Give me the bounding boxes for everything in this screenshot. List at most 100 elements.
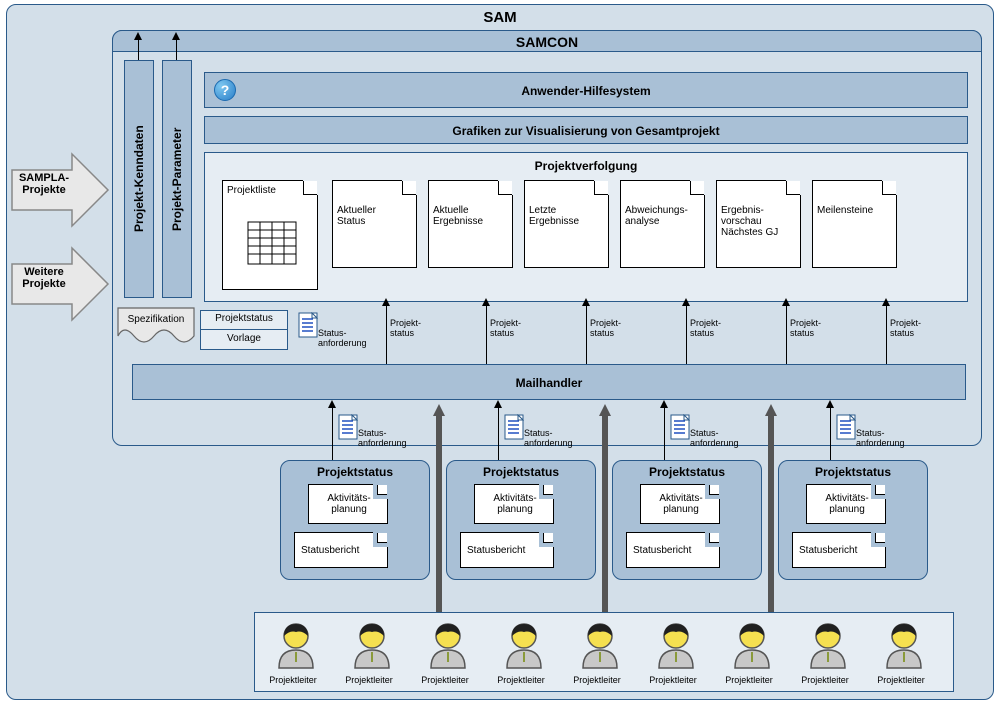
person-projektleiter: Projektleiter [342,618,402,685]
arrow-kenndaten-head [134,32,142,40]
grafiken-label: Grafiken zur Visualisierung von Gesamtpr… [205,117,967,145]
person-projektleiter: Projektleiter [874,618,934,685]
status-anf-4: Status- anforderung [856,428,912,448]
ps3-doc-akt: Aktivitäts- planung [640,484,720,524]
up-arrow-6 [886,302,887,364]
up-arrow-3 [586,302,587,364]
person-icon [877,618,931,670]
status-anf-1: Status- anforderung [358,428,414,448]
doc-aktueller-status-label: Aktueller Status [337,205,407,227]
status-doc-icon-4 [836,414,856,440]
arrow-parameter-head [172,32,180,40]
doc-letzte-ergebnisse: Letzte Ergebnisse [524,180,609,268]
person-icon [801,618,855,670]
status-doc-icon-3 [670,414,690,440]
person-projektleiter: Projektleiter [494,618,554,685]
up-arrow-3-head [582,298,590,306]
person-projektleiter: Projektleiter [570,618,630,685]
ps3-akt-label: Aktivitäts- planung [647,493,715,515]
ps2-akt-label: Aktivitäts- planung [481,493,549,515]
person-label: Projektleiter [418,675,472,685]
projektstatus-label-small: Projektstatus [200,313,288,324]
ps1-stat-label: Statusbericht [301,545,377,556]
status-anforderung-top-label: Status- anforderung [318,328,378,348]
up-arrow-4 [686,302,687,364]
help-band: Anwender-Hilfesystem [204,72,968,108]
mailhandler-band: Mailhandler [132,364,966,400]
thick-arrow-3-head [765,404,777,416]
help-icon: ? [214,79,236,101]
sam-title: SAM [7,9,993,26]
thick-arrow-2 [602,414,608,618]
up-arrow-4-head [682,298,690,306]
doc-aktuelle-ergebnisse: Aktuelle Ergebnisse [428,180,513,268]
ps1-doc-akt: Aktivitäts- planung [308,484,388,524]
ps-up-4 [830,404,831,462]
person-icon [269,618,323,670]
input-label-weitere: Weitere Projekte [14,266,74,290]
samcon-title-band: SAMCON [112,30,982,52]
divider [200,329,288,330]
ps4-doc-akt: Aktivitäts- planung [806,484,886,524]
up-arrow-2 [486,302,487,364]
up-arrow-3-label: Projekt- status [590,318,634,338]
person-icon [725,618,779,670]
grafiken-band: Grafiken zur Visualisierung von Gesamtpr… [204,116,968,144]
person-projektleiter: Projektleiter [266,618,326,685]
projekt-parameter-box: Projekt-Parameter [162,60,192,298]
projektstatus-box-3-title: Projektstatus [613,465,761,479]
doc-meilensteine-label: Meilensteine [817,205,895,216]
doc-letzte-ergebnisse-label: Letzte Ergebnisse [529,205,599,227]
up-arrow-2-head [482,298,490,306]
up-arrow-6-head [882,298,890,306]
ps4-stat-label: Statusbericht [799,545,875,556]
ps3-doc-stat: Statusbericht [626,532,720,568]
doc-projektliste: Projektliste [222,180,318,290]
person-projektleiter: Projektleiter [722,618,782,685]
person-label: Projektleiter [342,675,396,685]
doc-meilensteine: Meilensteine [812,180,897,268]
help-label: Anwender-Hilfesystem [205,73,967,109]
ps-up-1 [332,404,333,462]
vorlage-label: Vorlage [200,333,288,344]
person-label: Projektleiter [722,675,776,685]
doc-abweichung: Abweichungs- analyse [620,180,705,268]
projekt-kenndaten-label: Projekt-Kenndaten [125,61,153,297]
ps4-doc-stat: Statusbericht [792,532,886,568]
ps4-akt-label: Aktivitäts- planung [813,493,881,515]
doc-ergebnis-vorschau-label: Ergebnis- vorschau Nächstes GJ [721,205,799,238]
thick-arrow-2-head [599,404,611,416]
ps2-stat-label: Statusbericht [467,545,543,556]
thick-arrow-1 [436,414,442,618]
thick-arrow-1-head [433,404,445,416]
person-projektleiter: Projektleiter [798,618,858,685]
arrow-kenndaten-up [138,38,139,60]
spezifikation-label: Spezifikation [120,314,192,325]
diagram-canvas: SAM SAMPLA- Projekte Weitere Projekte SA… [0,0,1001,704]
up-arrow-6-label: Projekt- status [890,318,934,338]
projektstatus-box-4-title: Projektstatus [779,465,927,479]
input-label-sampla: SAMPLA- Projekte [14,172,74,196]
person-label: Projektleiter [266,675,320,685]
up-arrow-5-head [782,298,790,306]
ps2-doc-akt: Aktivitäts- planung [474,484,554,524]
ps3-stat-label: Statusbericht [633,545,709,556]
projektverfolgung-label: Projektverfolgung [205,159,967,173]
up-arrow-1-label: Projekt- status [390,318,434,338]
doc-aktuelle-ergebnisse-label: Aktuelle Ergebnisse [433,205,503,227]
person-icon [573,618,627,670]
doc-abweichung-label: Abweichungs- analyse [625,205,703,227]
doc-aktueller-status: Aktueller Status [332,180,417,268]
person-label: Projektleiter [646,675,700,685]
doc-projektliste-label: Projektliste [227,185,297,196]
ps1-doc-stat: Statusbericht [294,532,388,568]
arrow-parameter-up [176,38,177,60]
ps1-akt-label: Aktivitäts- planung [315,493,383,515]
ps-up-4-head [826,400,834,408]
ps-up-2 [498,404,499,462]
doc-ergebnis-vorschau: Ergebnis- vorschau Nächstes GJ [716,180,801,268]
ps-up-3 [664,404,665,462]
up-arrow-5-label: Projekt- status [790,318,834,338]
up-arrow-2-label: Projekt- status [490,318,534,338]
person-label: Projektleiter [798,675,852,685]
